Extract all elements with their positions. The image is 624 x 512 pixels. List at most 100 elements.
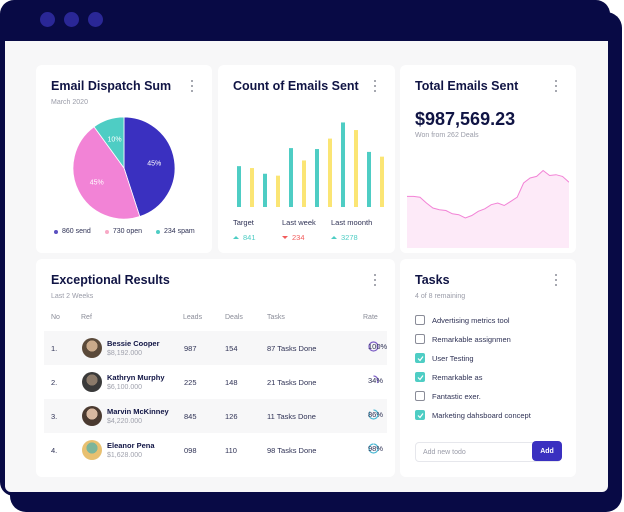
checkbox-icon[interactable] [415,315,425,325]
stat-target: Target 841 [233,218,282,242]
bar-chart [237,122,384,207]
card-title: Email Dispatch Sum [51,79,172,93]
window-close-dot[interactable] [40,12,55,27]
checkbox-icon[interactable] [415,391,425,401]
leads-value: 225 [184,378,197,387]
tasks-value: 11 Tasks Done [267,412,316,421]
legend-label: 860 send [62,228,91,235]
legend-item: 860 send [54,228,91,235]
task-item[interactable]: Remarkable as [415,372,482,382]
bar-series-b [328,138,332,207]
table-row[interactable]: 3. Marvin McKinney $4,220.000 845 126 11 Task… [44,399,387,433]
task-item[interactable]: User Testing [415,353,474,363]
task-label: Fantastic exer. [432,391,481,401]
stat-label: Last moonth [331,218,373,227]
card-title: Count of Emails Sent [233,79,359,93]
task-item[interactable]: Remarkable assignmen [415,334,511,344]
table-row[interactable]: 1. Bessie Cooper $8,192.000 987 154 87 Tasks … [44,331,387,365]
task-item[interactable]: Marketing dahsboard concept [415,410,531,420]
person-name[interactable]: Kathryn Murphy [107,373,165,382]
tasks-card: Tasks 4 of 8 remaining Advertising metri… [400,259,576,477]
leads-value: 098 [184,446,197,455]
column-header-tasks: Tasks [267,314,285,321]
trend-up-icon [233,236,239,239]
checkbox-checked-icon[interactable] [415,353,425,363]
row-number: 1. [51,344,58,353]
deals-value: 148 [225,378,238,387]
stat-label: Last week [282,218,316,227]
emails-count-card: Count of Emails Sent Target 841 Last wee… [218,65,395,253]
checkbox-checked-icon[interactable] [415,372,425,382]
rate-cell: 98% [368,443,383,454]
table-row[interactable]: 4. Eleanor Pena $1,628.000 098 110 98 Tasks D… [44,433,387,467]
exceptional-results-card: Exceptional Results Last 2 Weeks No Ref … [36,259,395,477]
legend-dot-icon [156,229,161,234]
task-item[interactable]: Advertising metrics tool [415,315,510,325]
progress-ring-icon [368,409,379,420]
kebab-icon[interactable] [373,274,377,286]
rate-value: 86% [368,410,384,419]
task-item[interactable]: Fantastic exer. [415,391,481,401]
stat-number: 234 [292,233,305,242]
window-controls [40,12,103,27]
checkbox-icon[interactable] [415,334,425,344]
legend-dot-icon [104,229,109,234]
avatar [82,372,102,392]
bar-series-b [380,156,384,207]
person-name[interactable]: Bessie Cooper [107,339,160,348]
task-label: Remarkable as [432,372,483,382]
column-header-ref: Ref [81,314,92,321]
card-subtitle: Last 2 Weeks [51,293,94,300]
row-number: 2. [51,378,58,387]
bar-series-b [354,130,358,207]
new-todo-input[interactable]: Add new todo [415,442,561,462]
kebab-icon[interactable] [554,274,558,286]
column-header-leads: Leads [183,314,203,321]
kebab-icon[interactable] [190,80,194,92]
person-amount: $6,100.000 [107,384,143,391]
add-todo-button[interactable]: Add [532,441,562,461]
pie-label: 10% [108,136,122,143]
window-maximize-dot[interactable] [88,12,103,27]
leads-value: 987 [184,344,197,353]
rate-value: 100% [368,342,388,351]
avatar [82,440,102,460]
progress-ring-icon [368,443,379,454]
bar-series-a [237,166,241,207]
task-label: Remarkable assignmen [432,334,511,344]
card-title: Total Emails Sent [415,79,519,93]
rate-cell: 100% [368,341,387,352]
stat-value: 841 [233,233,282,242]
row-number: 3. [51,412,58,421]
person-amount: $8,192.000 [107,350,143,357]
email-dispatch-card: Email Dispatch Sum March 2020 45% 45% 10% … [36,65,212,253]
deals-value: 126 [225,412,238,421]
stat-value: 3278 [331,233,380,242]
bar-series-a [315,149,319,207]
task-label: Advertising metrics tool [432,315,510,325]
kebab-icon[interactable] [554,80,558,92]
checkbox-checked-icon[interactable] [415,410,425,420]
card-subtitle: Won from 262 Deals [415,132,479,139]
browser-window: Email Dispatch Sum March 2020 45% 45% 10% … [0,0,610,496]
table-row[interactable]: 2. Kathryn Murphy $6,100.000 225 148 21 Tasks… [44,365,387,399]
bar-series-a [289,148,293,207]
person-amount: $1,628.000 [107,452,143,459]
legend-label: 234 spam [164,228,195,235]
person-name[interactable]: Eleanor Pena [107,441,155,450]
bar-series-a [341,122,345,207]
input-placeholder: Add new todo [423,448,466,456]
bar-series-a [367,151,371,207]
kebab-icon[interactable] [373,80,377,92]
card-subtitle: March 2020 [51,99,88,106]
person-amount: $4,220.000 [107,418,143,425]
window-minimize-dot[interactable] [64,12,79,27]
table-header: No Ref Leads Deals Tasks Rate [36,314,395,330]
pie-slice-send [123,116,176,218]
legend-item: 730 open [104,228,142,235]
trend-down-icon [282,236,288,239]
stat-number: 3278 [341,233,358,242]
tasks-value: 21 Tasks Done [267,378,317,387]
deals-value: 110 [225,446,237,455]
person-name[interactable]: Marvin McKinney [107,407,169,416]
